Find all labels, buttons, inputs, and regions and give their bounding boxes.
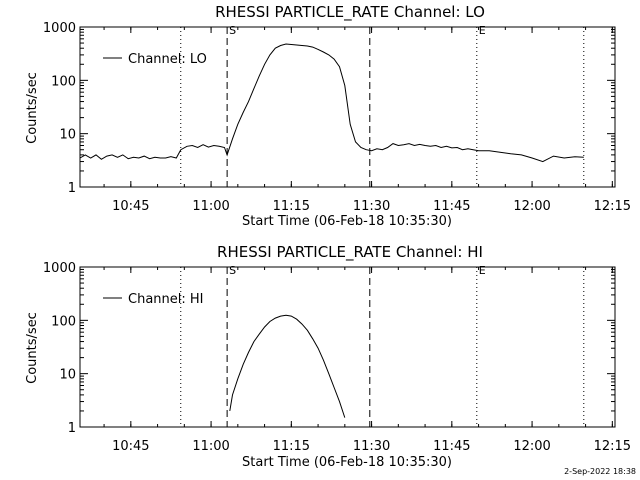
x-tick-label: 11:45 [433, 199, 470, 214]
marker-label-s: S [229, 24, 236, 37]
x-tick-label: 11:45 [433, 439, 470, 454]
y-tick-label: 1000 [43, 261, 76, 276]
y-axis-label-lo: Counts/sec [25, 72, 40, 144]
plot-frame-lo [79, 26, 616, 188]
y-tick-label: 100 [51, 314, 76, 329]
x-tick-label: 11:15 [273, 199, 310, 214]
y-tick-label: 10 [59, 128, 76, 143]
x-tick-label: 11:30 [353, 199, 390, 214]
y-tick-label: 100 [51, 74, 76, 89]
y-tick-label: 1000 [43, 21, 76, 36]
legend-label-hi: Channel: HI [128, 292, 204, 307]
y-axis-label-hi: Counts/sec [25, 312, 40, 384]
y-tick-label: 1 [68, 421, 76, 436]
x-tick-label: 10:45 [112, 199, 149, 214]
chart-title-lo: RHESSI PARTICLE_RATE Channel: LO [215, 3, 485, 22]
x-tick-label: 12:15 [594, 199, 631, 214]
x-tick-label: 11:15 [273, 439, 310, 454]
legend-label-lo: Channel: LO [128, 52, 207, 67]
panel-lo: RHESSI PARTICLE_RATE Channel: LO Counts/… [25, 3, 631, 229]
marker-label-e: E [479, 24, 486, 37]
x-tick-label: 12:15 [594, 439, 631, 454]
x-tick-label: 10:45 [112, 439, 149, 454]
y-tick-label: 1 [68, 181, 76, 196]
series-line [229, 314, 346, 418]
series-line [79, 43, 584, 163]
chart-title-hi: RHESSI PARTICLE_RATE Channel: HI [217, 243, 483, 262]
x-tick-label: 11:00 [192, 199, 229, 214]
x-tick-label: 12:00 [513, 199, 550, 214]
x-tick-label: 12:00 [513, 439, 550, 454]
marker-label-s: S [229, 264, 236, 277]
panel-hi: RHESSI PARTICLE_RATE Channel: HI Counts/… [25, 243, 631, 470]
x-axis-label-hi: Start Time (06-Feb-18 10:35:30) [242, 455, 452, 470]
plot-frame-hi [79, 266, 616, 428]
x-tick-label: 11:30 [353, 439, 390, 454]
x-tick-label: 11:00 [192, 439, 229, 454]
marker-label-e: E [479, 264, 486, 277]
x-axis-label-lo: Start Time (06-Feb-18 10:35:30) [242, 214, 452, 229]
y-tick-label: 10 [59, 368, 76, 383]
datestamp: 2-Sep-2022 18:38 [564, 467, 636, 476]
